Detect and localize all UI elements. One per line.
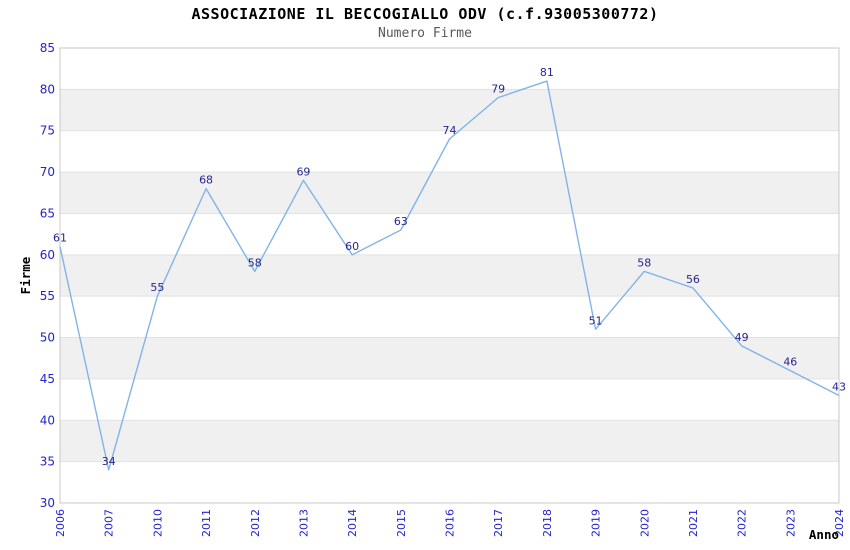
x-tick-label: 2019 xyxy=(590,509,603,537)
point-label: 79 xyxy=(491,83,505,96)
point-label: 63 xyxy=(394,215,408,228)
point-label: 58 xyxy=(637,256,651,269)
x-tick-label: 2016 xyxy=(444,509,457,537)
x-tick-label: 2021 xyxy=(687,509,700,537)
y-tick-label: 65 xyxy=(40,206,55,220)
plot-band xyxy=(60,420,839,462)
point-label: 60 xyxy=(345,240,359,253)
series-line xyxy=(59,80,840,471)
point-label: 51 xyxy=(589,314,603,327)
y-tick-label: 30 xyxy=(40,496,55,510)
x-tick-label: 2013 xyxy=(297,509,310,537)
y-tick-label: 50 xyxy=(40,331,55,345)
point-label: 58 xyxy=(248,256,262,269)
point-label: 56 xyxy=(686,273,700,286)
x-tick-label: 2012 xyxy=(249,509,262,537)
y-tick-label: 35 xyxy=(40,455,55,469)
point-label: 34 xyxy=(102,455,116,468)
x-tick-label: 2015 xyxy=(395,509,408,537)
y-tick-label: 40 xyxy=(40,413,55,427)
x-tick-label: 2017 xyxy=(492,509,505,537)
y-axis-title: Firme xyxy=(18,256,33,294)
point-label: 55 xyxy=(150,281,164,294)
plot-band xyxy=(60,337,839,379)
point-label: 68 xyxy=(199,174,213,187)
x-tick-label: 2024 xyxy=(833,509,846,537)
y-tick-label: 70 xyxy=(40,165,55,179)
point-label: 74 xyxy=(443,124,457,137)
chart-title: ASSOCIAZIONE IL BECCOGIALLO ODV (c.f.930… xyxy=(191,5,659,23)
x-tick-label: 2011 xyxy=(200,509,213,537)
x-tick-label: 2014 xyxy=(346,509,359,537)
x-tick-label: 2022 xyxy=(736,509,749,537)
y-tick-label: 75 xyxy=(40,124,55,138)
x-axis-title: Anno xyxy=(809,527,839,542)
y-tick-label: 55 xyxy=(40,289,55,303)
x-tick-label: 2020 xyxy=(638,509,651,537)
plot-border xyxy=(59,47,840,504)
x-tick-label: 2023 xyxy=(784,509,797,537)
point-label: 46 xyxy=(783,356,797,369)
x-tick-label: 2006 xyxy=(54,509,67,537)
point-label: 49 xyxy=(735,331,749,344)
point-label: 69 xyxy=(296,165,310,178)
y-tick-label: 85 xyxy=(40,41,55,55)
x-tick-label: 2018 xyxy=(541,509,554,537)
x-tick-label: 2010 xyxy=(151,509,164,537)
plot-band xyxy=(60,89,839,131)
plot-band xyxy=(60,254,839,297)
point-label: 43 xyxy=(832,380,846,393)
point-label: 81 xyxy=(540,66,554,79)
chart-subtitle: Numero Firme xyxy=(378,26,472,41)
y-tick-label: 60 xyxy=(40,248,55,262)
y-tick-label: 80 xyxy=(40,82,55,96)
plot-band xyxy=(60,172,839,214)
y-tick-label: 45 xyxy=(40,372,55,386)
point-label: 61 xyxy=(53,232,67,245)
x-tick-label: 2007 xyxy=(103,509,116,537)
